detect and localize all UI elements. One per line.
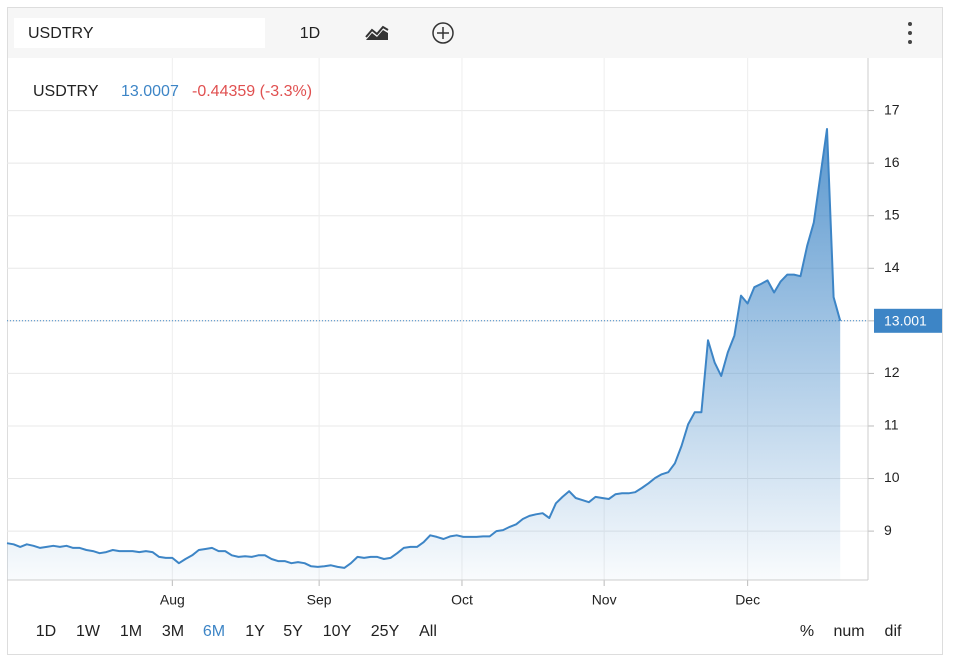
y-tick-label: 10 [884,469,900,485]
last-price-label: 13.001 [884,313,927,329]
legend-symbol: USDTRY [33,83,99,100]
range-button[interactable]: 3M [162,623,184,640]
menu-dot [908,40,912,44]
range-button[interactable]: 25Y [371,623,400,640]
range-button[interactable]: 1M [120,623,142,640]
menu-dot [908,31,912,35]
line [6,128,842,569]
interval-button[interactable]: 1D [300,25,320,42]
chart-type-icon [366,30,388,40]
chart-type-button[interactable] [365,25,389,40]
x-tick-label: Dec [735,592,760,608]
y-tick-label: 15 [884,206,900,222]
range-button[interactable]: 10Y [323,623,352,640]
range-button[interactable]: 1W [76,623,101,640]
y-tick-label: 9 [884,522,892,538]
menu-dot [908,22,912,26]
mode-button[interactable]: % [800,623,814,640]
range-button[interactable]: 1D [36,623,56,640]
mode-button[interactable]: dif [885,623,902,640]
y-tick-label: 12 [884,364,900,380]
range-button[interactable]: 6M [203,623,225,640]
x-tick-label: Aug [160,592,185,608]
chart-type-icon-line [365,25,389,38]
x-tick-label: Sep [307,592,332,608]
y-tick-label: 11 [884,417,899,433]
range-button[interactable]: All [419,623,437,640]
menu-button[interactable] [908,22,912,44]
compare-button[interactable] [432,22,454,44]
symbol-input[interactable] [14,18,265,48]
compare-icon-plus [437,27,449,39]
range-button[interactable]: 5Y [283,623,303,640]
y-tick-label: 17 [884,101,900,117]
y-tick-label: 16 [884,154,900,170]
y-tick-label: 14 [884,259,900,275]
legend-last: 13.0007 [121,83,179,100]
symbol-text: USDTRY [28,25,94,42]
legend-change: -0.44359 (-3.3%) [192,83,312,100]
x-tick-label: Nov [592,592,617,608]
range-button[interactable]: 1Y [245,623,265,640]
mode-button[interactable]: num [833,623,864,640]
last-price-box [874,308,942,333]
compare-icon [432,22,454,44]
x-tick-label: Oct [451,592,473,608]
area-fill [7,129,841,580]
